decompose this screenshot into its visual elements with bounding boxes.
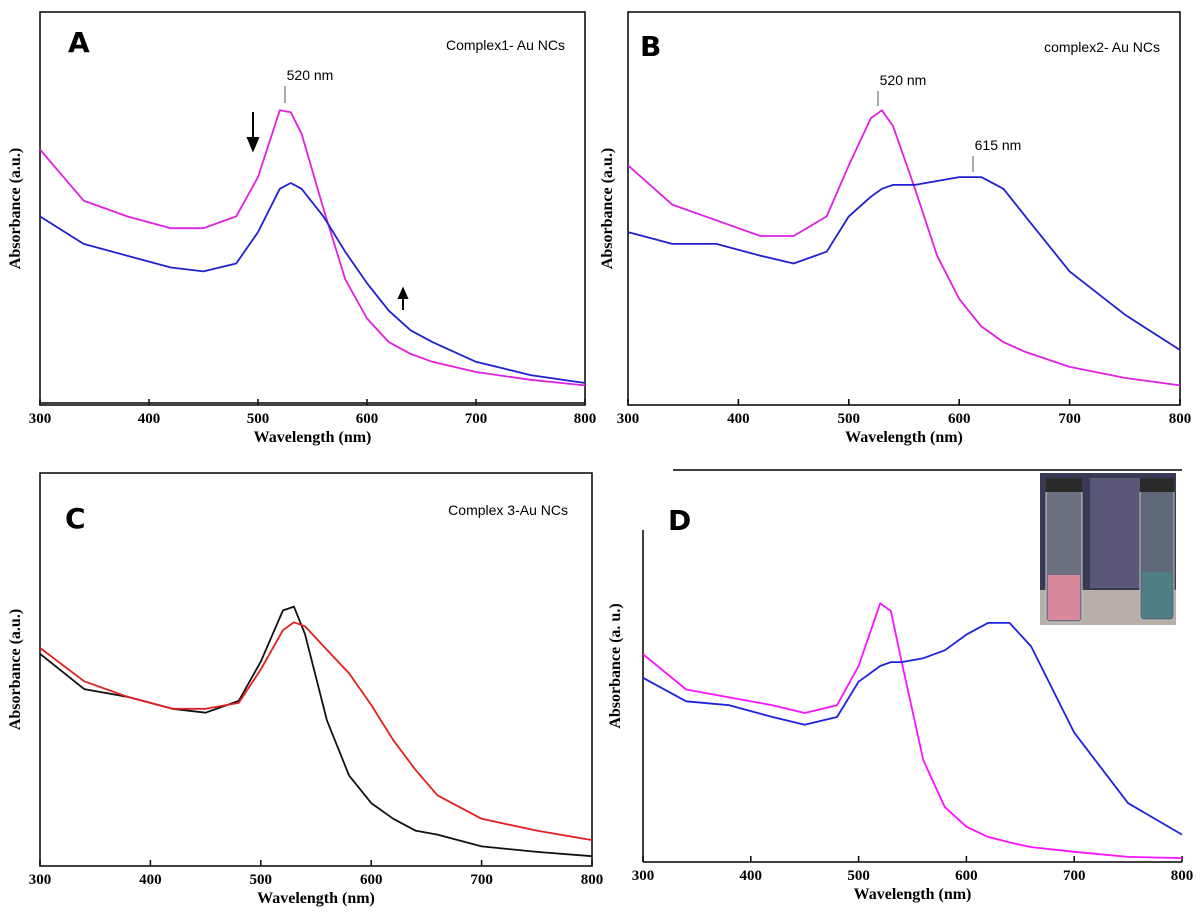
plot-frame	[39, 472, 593, 867]
x-tick-label: 600	[948, 411, 971, 427]
x-tick-label: 800	[574, 411, 597, 427]
x-tick-label: 400	[138, 411, 161, 427]
x-tick-label: 700	[1058, 411, 1081, 427]
x-tick-label: 700	[470, 872, 493, 888]
data-line	[627, 109, 1181, 387]
data-line	[39, 605, 593, 858]
y-axis-label: Absorbance (a.u.)	[599, 148, 616, 269]
peak-annotation: 615 nm	[975, 137, 1022, 153]
x-tick-label: 800	[1169, 411, 1192, 427]
x-tick-label: 500	[247, 411, 270, 427]
data-line	[39, 109, 586, 387]
panel-letter: C	[65, 502, 86, 535]
plot-frame	[627, 11, 1181, 406]
x-tick-label: 400	[727, 411, 750, 427]
panel-subtitle: Complex 3-Au NCs	[448, 502, 568, 518]
panel-letter: D	[668, 504, 691, 537]
inset-photo	[1040, 473, 1176, 625]
y-axis-label: Absorbance (a. u.)	[607, 603, 624, 728]
panel-subtitle: Complex1- Au NCs	[446, 37, 565, 53]
x-tick-label: 500	[838, 411, 861, 427]
data-line	[642, 622, 1183, 836]
x-tick-label: 400	[139, 872, 162, 888]
x-axis-label: Wavelength (nm)	[854, 886, 972, 903]
x-tick-label: 500	[847, 868, 870, 884]
data-line	[642, 602, 1183, 859]
x-tick-label: 300	[617, 411, 640, 427]
panel-letter: A	[68, 26, 90, 59]
x-axis-label: Wavelength (nm)	[257, 890, 375, 907]
data-line	[627, 176, 1181, 351]
peak-annotation: 520 nm	[880, 72, 927, 88]
panel-subtitle: complex2- Au NCs	[1044, 39, 1160, 55]
x-axis-label: Wavelength (nm)	[254, 429, 372, 446]
data-line	[39, 621, 593, 841]
x-tick-label: 600	[360, 872, 383, 888]
arrows	[246, 112, 409, 310]
x-tick-label: 700	[465, 411, 488, 427]
x-axis-label: Wavelength (nm)	[845, 429, 963, 446]
x-tick-label: 600	[356, 411, 379, 427]
x-tick-label: 500	[250, 872, 273, 888]
x-tick-label: 300	[632, 868, 655, 884]
x-tick-label: 400	[740, 868, 763, 884]
panel-letter: B	[640, 30, 661, 63]
y-axis-label: Absorbance (a.u.)	[7, 148, 24, 269]
x-tick-label: 300	[29, 872, 52, 888]
peak-annotation: 520 nm	[287, 67, 334, 83]
x-tick-label: 300	[29, 411, 52, 427]
x-tick-label: 800	[581, 872, 604, 888]
x-tick-label: 700	[1063, 868, 1086, 884]
y-axis-label: Absorbance (a.u.)	[7, 609, 24, 730]
x-tick-label: 800	[1171, 868, 1194, 884]
plot-frame	[39, 11, 586, 406]
x-tick-label: 600	[955, 868, 978, 884]
data-line	[39, 182, 586, 384]
